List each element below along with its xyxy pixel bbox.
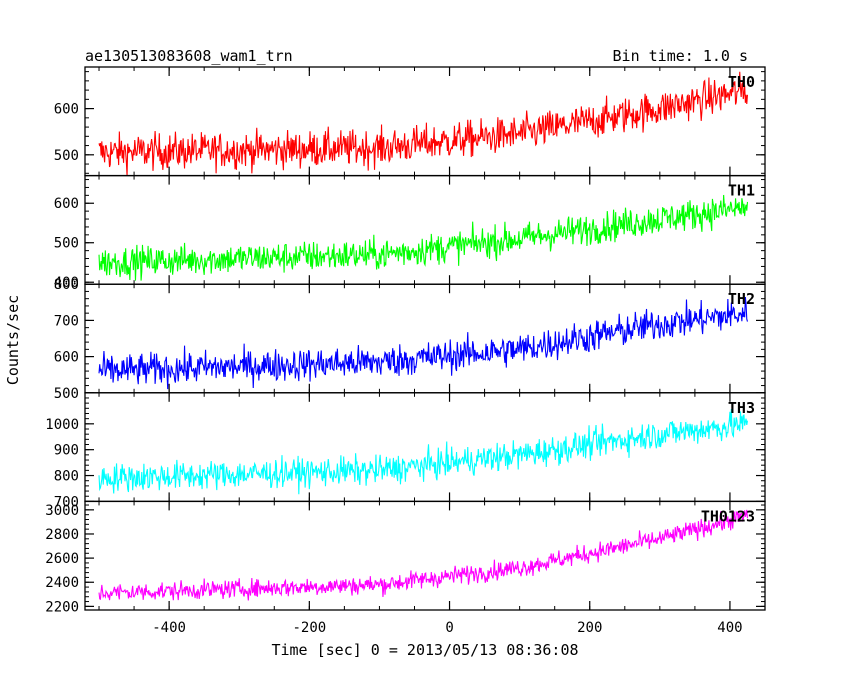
y-tick-label: 600 [54,350,79,366]
y-tick-label: 700 [54,494,79,510]
bin-time-label: Bin time: 1.0 s [613,47,748,65]
y-tick-label: 2800 [45,527,79,543]
panel-th0123: 2200 2400 2600 2800 3000 TH0123 [45,500,766,615]
y-tick-label: 2600 [45,551,79,567]
panel-label: TH0123 [701,507,755,525]
x-tick-label: -200 [292,620,326,636]
series-th0 [98,71,749,176]
y-tick-label: 3000 [45,503,79,519]
panel-th2: 500 600 700 800 TH2 [54,277,766,402]
x-axis-label: Time [sec] 0 = 2013/05/13 08:36:08 [271,641,578,659]
series-th3 [98,408,749,495]
chart-title: ae130513083608_wam1_trn [85,47,293,65]
y-tick-label: 400 [54,275,79,291]
panel-frame [84,174,766,285]
y-tick-label: 800 [54,469,79,485]
panel-th3: 700 800 900 1000 TH3 [45,392,766,510]
panel-frame [84,500,766,611]
y-tick-label: 500 [54,148,79,164]
y-tick-label: 2400 [45,575,79,591]
panel-frame [84,392,766,503]
y-tick-label: 800 [54,277,79,293]
x-tick-label: 200 [577,620,602,636]
panel-th0: 500 600 TH0 [54,66,766,177]
x-tick-label: 400 [717,620,742,636]
x-tick-label: -400 [152,620,186,636]
series-th0123 [98,509,749,601]
panels: 500 600 TH0 400 500 600 TH1 500 600 700 800 TH2 700 8… [45,66,766,636]
panel-label: TH3 [728,399,755,417]
x-tick-label: 0 [445,620,453,636]
panel-th1: 400 500 600 TH1 [54,174,766,291]
y-tick-label: 600 [54,102,79,118]
series-th2 [98,297,748,390]
y-tick-label: 500 [54,236,79,252]
y-tick-label: 1000 [45,417,79,433]
y-tick-label: 2200 [45,599,79,615]
y-axis-label: Counts/sec [4,295,22,385]
y-tick-label: 700 [54,313,79,329]
y-tick-label: 600 [54,196,79,212]
series-th1 [98,194,749,281]
panel-label: TH0 [728,73,755,91]
y-tick-label: 900 [54,443,79,459]
y-tick-label: 500 [54,386,79,402]
panel-label: TH2 [728,290,755,308]
panel-label: TH1 [728,182,755,200]
